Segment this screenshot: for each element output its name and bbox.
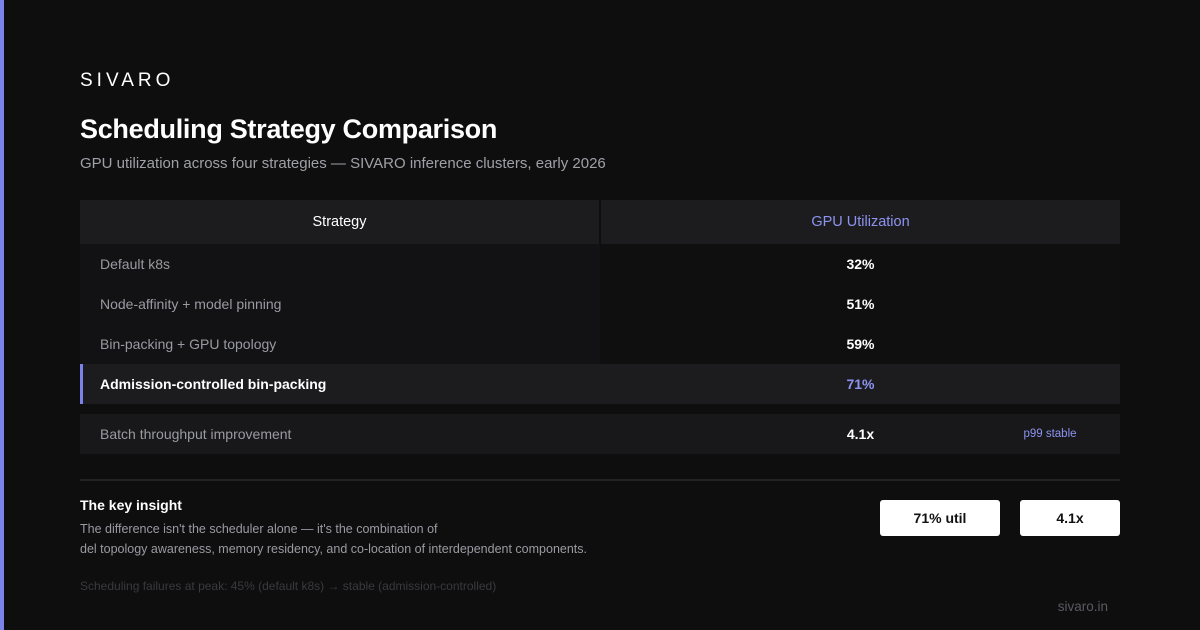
extra-note: p99 stable <box>1023 428 1077 440</box>
divider <box>80 479 1120 481</box>
insight-text: del topology awareness, memory residency… <box>80 542 588 556</box>
row-bg <box>601 284 1120 324</box>
strategy-cell: Bin-packing + GPU topology <box>80 324 600 364</box>
stat-button[interactable]: 71% util <box>880 500 1000 536</box>
brand: SIVARO <box>80 70 175 91</box>
insight-title: The key insight <box>80 497 182 513</box>
subtitle: GPU utilization across four strategies —… <box>80 155 606 172</box>
column-header: Strategy <box>80 200 599 244</box>
utilization-cell: 51% <box>846 296 875 312</box>
row-bg <box>601 324 1120 364</box>
title: Scheduling Strategy Comparison <box>80 114 498 144</box>
accent-stripe <box>0 0 4 630</box>
row-bg <box>601 244 1120 284</box>
utilization-cell: 59% <box>846 336 875 352</box>
insight-text: The difference isn't the scheduler alone… <box>80 522 438 536</box>
extra-value: 4.1x <box>846 426 875 442</box>
column-header: GPU Utilization <box>601 200 1120 244</box>
strategy-cell: Default k8s <box>80 244 600 284</box>
utilization-cell: 71% <box>846 376 875 392</box>
site-url: sivaro.in <box>1057 599 1108 614</box>
extra-label: Batch throughput improvement <box>100 426 292 442</box>
footnote: Scheduling failures at peak: 45% (defaul… <box>80 579 497 593</box>
stat-button[interactable]: 4.1x <box>1020 500 1120 536</box>
strategy-cell: Admission-controlled bin-packing <box>80 364 1120 404</box>
extra-row: Batch throughput improvement <box>80 414 1120 454</box>
utilization-cell: 32% <box>846 256 875 272</box>
strategy-cell: Node-affinity + model pinning <box>80 284 600 324</box>
